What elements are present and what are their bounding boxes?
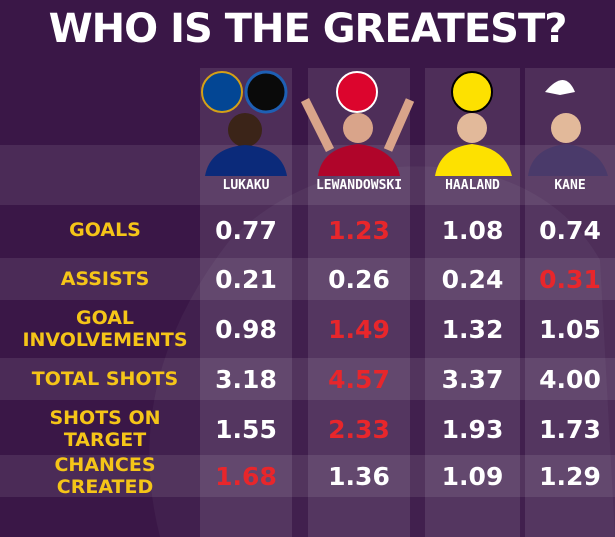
stat-value: 1.08 [441,215,504,245]
stat-value: 0.77 [215,215,277,245]
stat-value: 1.49 [328,314,390,344]
stat-value: 4.00 [539,364,601,394]
row-band [0,258,615,300]
stat-value: 1.32 [441,314,504,344]
player-name: KANE [554,178,586,193]
stat-value: 0.31 [539,264,601,294]
row-band [0,358,615,400]
stat-value: 1.55 [215,414,277,444]
stat-value: 1.29 [539,461,601,491]
stat-value: 0.98 [215,314,277,344]
player-name: LEWANDOWSKI [315,178,403,193]
stat-value: 4.57 [328,364,390,394]
stat-value: 1.36 [328,461,390,491]
row-label: TOTAL SHOTS [31,368,179,390]
stat-value: 1.73 [539,414,601,444]
stat-value: 1.23 [328,215,390,245]
stat-value: 0.74 [539,215,601,245]
stat-value: 2.33 [328,414,390,444]
row-label: GOAL INVOLVEMENTS [22,307,188,351]
stat-value: 0.26 [328,264,390,294]
row-label: GOALS [69,219,141,241]
stat-value: 3.37 [441,364,504,394]
stat-value: 1.05 [539,314,601,344]
stat-value: 0.21 [215,264,277,294]
row-label: SHOTS ON TARGET [49,407,161,451]
row-label: CHANCES CREATED [54,454,156,498]
stat-value: 3.18 [215,364,277,394]
stat-value: 1.68 [215,461,277,491]
title: WHO IS THE GREATEST? [48,6,568,52]
stat-value: 0.24 [441,264,504,294]
header-band [0,145,615,205]
player-name: HAALAND [445,178,500,193]
stat-value: 1.93 [441,414,504,444]
row-band [0,455,615,497]
player-name: LUKAKU [222,178,270,193]
stat-value: 1.09 [441,461,504,491]
row-label: ASSISTS [60,268,150,290]
